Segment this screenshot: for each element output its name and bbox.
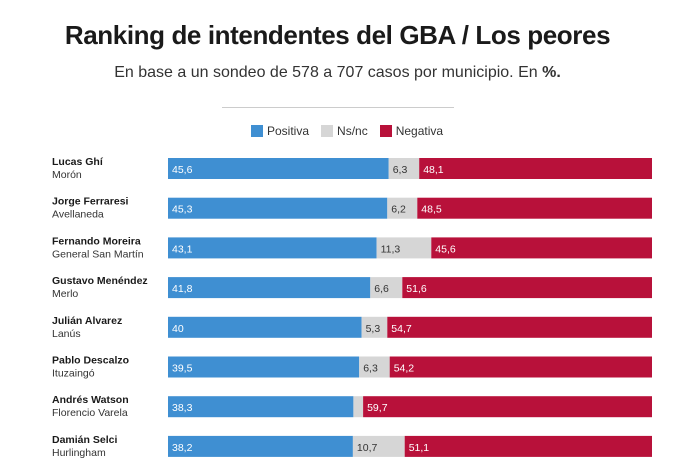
legend-label-negativa: Negativa [395, 124, 444, 138]
data-label: 51,6 [406, 283, 427, 295]
title-divider [222, 107, 454, 108]
legend-item-nsnc: Ns/nc [321, 124, 368, 138]
category-place: Florencio Varela [52, 407, 128, 419]
bar-segment [402, 277, 652, 299]
data-label: 10,7 [357, 442, 378, 454]
bar-segment [404, 435, 652, 457]
data-label: 39,5 [172, 363, 193, 375]
category-name: Jorge Ferraresi [52, 196, 129, 208]
bar-segment [168, 277, 371, 299]
category-place: Avellaneda [52, 209, 104, 221]
data-label: 6,3 [363, 363, 378, 375]
category-place: Ituzaingó [52, 368, 95, 380]
legend-swatch-positiva [251, 125, 263, 137]
category-place: Morón [52, 169, 82, 181]
data-label: 45,6 [435, 243, 456, 255]
category-place: General San Martín [52, 248, 144, 260]
chart-subtitle: En base a un sondeo de 578 a 707 casos p… [0, 64, 675, 82]
data-label: 5,3 [366, 323, 381, 335]
subtitle-unit: %. [542, 64, 561, 81]
category-name: Gustavo Menéndez [52, 275, 148, 287]
chart-legend: Positiva Ns/nc Negativa [251, 124, 455, 138]
legend-label-nsnc: Ns/nc [337, 124, 368, 138]
bar-segment [387, 316, 652, 338]
bar-segment [370, 277, 403, 299]
data-label: 6,6 [374, 283, 389, 295]
data-label: 40 [172, 323, 184, 335]
data-label: 6,2 [391, 204, 406, 216]
bar-segment [352, 435, 405, 457]
data-label: 48,1 [423, 164, 444, 176]
category-name: Pablo Descalzo [52, 355, 129, 367]
bar-segment [168, 158, 389, 179]
data-label: 38,3 [172, 402, 193, 414]
bar-segment [353, 396, 364, 418]
bar-segment [376, 237, 432, 259]
bar-segment [168, 356, 360, 378]
bar-segment [363, 396, 652, 418]
chart-title: Ranking de intendentes del GBA / Los peo… [64, 20, 611, 50]
bar-segment [417, 197, 652, 219]
data-label: 45,3 [172, 204, 193, 216]
subtitle-text: En base a un sondeo de 578 a 707 casos p… [114, 64, 538, 81]
data-label: 45,6 [172, 164, 193, 176]
data-label: 51,1 [409, 442, 430, 454]
data-label: 43,1 [172, 243, 193, 255]
bar-segment [387, 197, 418, 219]
category-name: Lucas Ghí [52, 156, 104, 168]
bar-segment [168, 396, 354, 418]
legend-item-positiva: Positiva [251, 124, 309, 138]
bar-segment [359, 356, 390, 378]
category-name: Andrés Watson [52, 394, 129, 406]
data-label: 38,2 [172, 442, 193, 454]
category-place: Lanús [52, 328, 81, 340]
category-name: Julián Alvarez [52, 315, 122, 327]
category-name: Fernando Moreira [52, 235, 141, 247]
data-label: 54,7 [391, 323, 412, 335]
bar-segment [361, 316, 388, 338]
legend-item-negativa: Negativa [379, 124, 444, 138]
legend-label-positiva: Positiva [267, 124, 310, 138]
bar-segment [431, 237, 652, 259]
data-label: 6,3 [393, 164, 408, 176]
data-label: 59,7 [367, 402, 388, 414]
bar-segment [168, 316, 362, 338]
category-place: Hurlingham [52, 447, 106, 459]
data-label: 41,8 [172, 283, 193, 295]
category-place: Merlo [52, 288, 78, 300]
legend-swatch-negativa [379, 125, 392, 137]
bar-segment [168, 197, 388, 219]
bar-segment [419, 158, 652, 179]
bar-segment [168, 237, 377, 259]
data-label: 48,5 [421, 204, 442, 216]
legend-swatch-nsnc [321, 125, 334, 137]
bar-segment [388, 158, 420, 179]
bar-segment [168, 435, 353, 457]
data-label: 11,3 [381, 243, 401, 255]
category-name: Damián Selci [52, 434, 117, 446]
data-label: 54,2 [394, 363, 415, 375]
bar-segment [389, 356, 652, 378]
